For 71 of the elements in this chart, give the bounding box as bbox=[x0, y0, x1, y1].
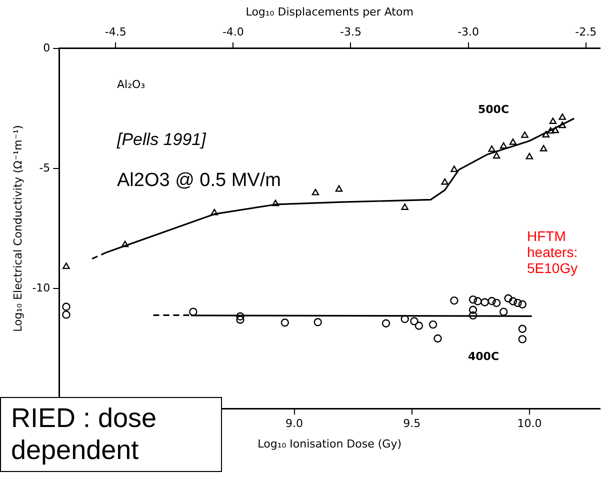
point bbox=[500, 142, 508, 149]
x2-tick-label: -3.0 bbox=[458, 26, 480, 39]
point bbox=[518, 335, 526, 344]
point bbox=[401, 204, 408, 210]
x-axis-title: Log₁₀ Ionisation Dose (Gy) bbox=[258, 437, 402, 450]
y-tick-label: 0 bbox=[43, 41, 50, 54]
point bbox=[428, 320, 438, 329]
point bbox=[488, 145, 496, 152]
point bbox=[189, 308, 198, 316]
point bbox=[410, 317, 418, 326]
x2-tick-label: -3.5 bbox=[340, 26, 362, 39]
annotation: HFTM heaters: 5E10Gy bbox=[527, 228, 579, 276]
point bbox=[121, 240, 129, 248]
point bbox=[508, 297, 518, 306]
point bbox=[540, 144, 548, 152]
point bbox=[400, 314, 409, 324]
point bbox=[450, 296, 458, 305]
point bbox=[236, 312, 244, 320]
point bbox=[518, 300, 526, 308]
point bbox=[480, 298, 489, 306]
annotation: 400C bbox=[468, 350, 500, 363]
point bbox=[549, 118, 557, 124]
x-tick-label: 10.0 bbox=[517, 417, 542, 430]
point bbox=[414, 322, 424, 330]
x2-tick-label: -2.5 bbox=[575, 26, 597, 39]
point bbox=[518, 324, 526, 333]
y-axis-title: Log₁₀ Electrical Conductivity (Ω⁻¹m⁻¹) bbox=[11, 125, 24, 332]
point bbox=[558, 122, 566, 128]
annotation: Al2O3 @ 0.5 MV/m bbox=[117, 170, 281, 192]
point bbox=[499, 308, 508, 316]
annotation: RIED : dose dependent bbox=[0, 397, 222, 472]
point bbox=[314, 318, 322, 326]
point bbox=[468, 306, 478, 314]
x-tick-label: 9.5 bbox=[403, 417, 421, 430]
point bbox=[450, 166, 458, 172]
point bbox=[558, 113, 566, 120]
point bbox=[488, 296, 496, 306]
point bbox=[504, 294, 512, 302]
point bbox=[210, 208, 218, 216]
point bbox=[441, 178, 448, 185]
x2-tick-label: -4.0 bbox=[222, 26, 244, 39]
x-tick-label: 9.0 bbox=[286, 417, 304, 430]
point bbox=[509, 138, 517, 145]
x2-tick-label: -4.5 bbox=[104, 26, 126, 39]
point bbox=[492, 298, 501, 308]
point bbox=[468, 311, 478, 320]
point bbox=[492, 152, 500, 159]
point bbox=[62, 262, 70, 270]
point bbox=[474, 297, 482, 306]
point bbox=[552, 126, 559, 134]
point bbox=[312, 188, 320, 196]
point bbox=[521, 131, 528, 138]
point bbox=[546, 127, 554, 134]
point bbox=[62, 310, 70, 319]
point bbox=[382, 319, 390, 328]
annotation: [Pells 1991] bbox=[117, 130, 206, 150]
point bbox=[236, 316, 244, 324]
point bbox=[542, 130, 550, 138]
point bbox=[272, 200, 280, 206]
annotation: Al₂O₃ bbox=[117, 78, 146, 91]
point bbox=[526, 152, 534, 160]
point bbox=[335, 185, 343, 192]
annotation: 500C bbox=[478, 103, 510, 116]
y-tick-label: -10 bbox=[32, 281, 50, 294]
y-tick-label: -5 bbox=[39, 161, 50, 174]
point bbox=[514, 298, 522, 308]
x2-axis-title: Log₁₀ Displacements per Atom bbox=[246, 5, 414, 18]
point bbox=[468, 295, 478, 304]
point bbox=[434, 334, 442, 343]
point bbox=[62, 302, 70, 311]
point bbox=[280, 318, 290, 327]
